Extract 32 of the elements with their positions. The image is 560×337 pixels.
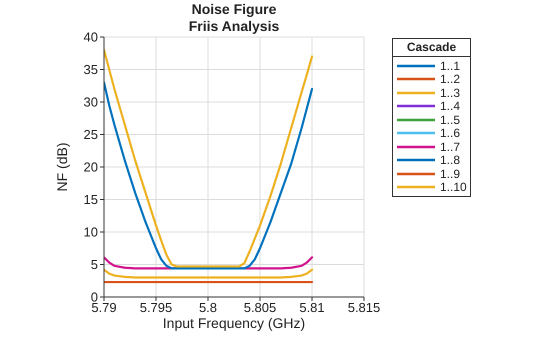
y-tick-label: 15 <box>84 192 98 208</box>
legend-label: 1..9 <box>440 166 460 181</box>
y-tick-label: 25 <box>84 127 98 142</box>
x-tick-label: 5.815 <box>348 300 380 316</box>
y-tick-label: 30 <box>84 94 98 110</box>
legend-label: 1..2 <box>440 72 460 86</box>
legend-label: 1..10 <box>440 180 467 194</box>
legend-label: 1..8 <box>440 153 460 168</box>
line-series <box>104 48 314 268</box>
y-tick-label: 10 <box>84 224 98 240</box>
legend-title: Cascade <box>393 39 470 57</box>
y-tick-label: 20 <box>84 160 98 175</box>
x-tick-label: 5.79 <box>91 300 117 316</box>
x-tick-label: 5.795 <box>140 300 172 316</box>
legend-label: 1..4 <box>440 99 460 114</box>
y-tick-label: 40 <box>84 30 98 45</box>
legend-label: 1..5 <box>440 112 460 127</box>
y-axis-title: NF (dB) <box>54 142 70 192</box>
legend-label: 1..1 <box>440 58 460 73</box>
legend-label: 1..6 <box>440 126 460 140</box>
x-axis-title: Input Frequency (GHz) <box>162 315 306 331</box>
x-tick-label: 5.8 <box>198 300 218 316</box>
chart-title: Noise Figure <box>190 1 278 18</box>
chart-subtitle: Friis Analysis <box>188 18 280 35</box>
legend-label: 1..3 <box>440 86 460 100</box>
x-tick-label: 5.805 <box>244 300 276 316</box>
line-series <box>104 268 314 279</box>
x-tick-label: 5.81 <box>299 300 325 316</box>
line-series <box>104 81 314 270</box>
legend-label: 1..7 <box>440 140 460 154</box>
y-tick-label: 5 <box>90 257 98 272</box>
y-tick-label: 35 <box>84 62 98 78</box>
